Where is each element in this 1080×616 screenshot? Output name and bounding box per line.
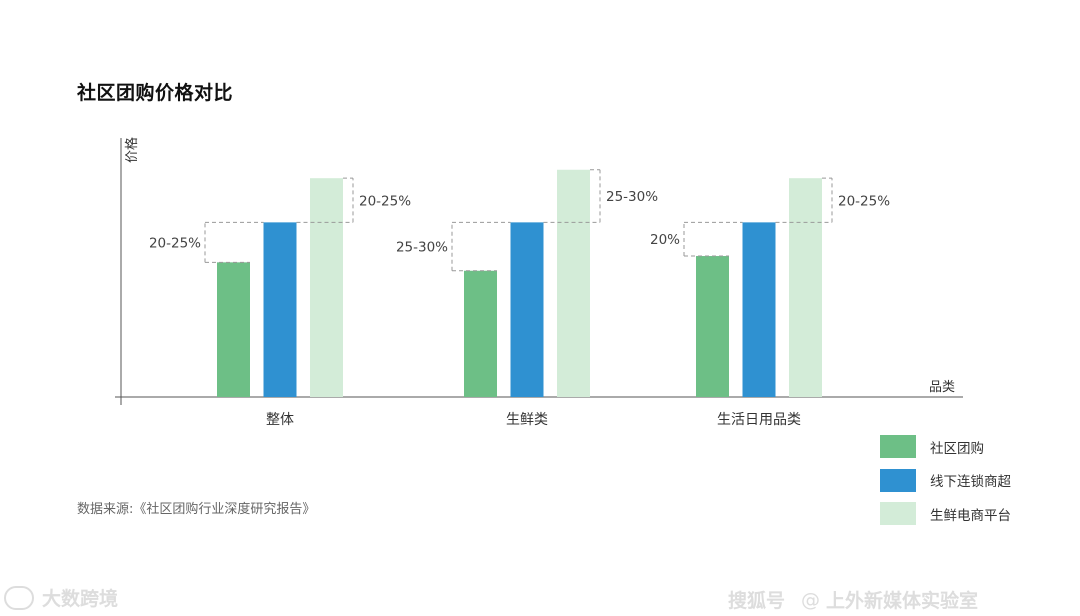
legend-item-0: 社区团购 [880,430,1011,464]
watermark-right: 搜狐号 @ 上外新媒体实验室 [728,586,978,613]
bracket-low-label-2: 20% [650,232,680,248]
legend-swatch-1 [880,468,916,492]
legend-label-2: 生鲜电商平台 [930,507,1011,524]
x-tick-label-2: 生活日用品类 [717,412,801,428]
legend-item-1: 线下连锁商超 [880,464,1011,498]
legend-label-0: 社区团购 [930,440,984,457]
watermark-left: 大数跨境 [4,584,118,611]
legend-swatch-0 [880,435,916,459]
legend: 社区团购线下连锁商超 生鲜电商平台 [880,430,1011,531]
bar-2-1 [742,222,776,397]
legend-swatch-2 [880,502,916,526]
bars [217,169,822,397]
bar-0-1 [263,222,297,397]
chart-title: 社区团购价格对比 [77,82,234,104]
legend-label-1: 线下连锁商超 [930,474,1011,491]
watermark-left-text: 大数跨境 [42,588,119,610]
x-axis-label: 品类 [929,380,955,395]
data-source: 数据来源:《社区团购行业深度研究报告》 [77,502,316,517]
bracket-high-label-1: 25-30% [606,189,658,205]
y-axis-label: 价格 [124,137,140,163]
x-tick-label-0: 整体 [266,412,294,428]
bar-0-2 [310,178,343,397]
watermark-at: @ [801,588,821,611]
legend-item-2: 生鲜电商平台 [880,497,1011,531]
bar-2-2 [789,178,822,397]
bar-1-0 [464,270,497,397]
brackets [204,169,833,272]
x-tick-label-1: 生鲜类 [506,412,548,428]
bar-1-2 [557,169,590,397]
bracket-high-label-2: 20-25% [838,193,890,209]
bar-1-1 [510,222,544,397]
watermark-brand: 搜狐号 [728,590,786,612]
bracket-high-label-0: 20-25% [359,193,411,209]
bar-2-0 [696,256,729,397]
bracket-low-label-1: 25-30% [396,240,448,256]
watermark-account: 上外新媒体实验室 [826,590,979,612]
bar-0-0 [217,262,250,397]
watermark-logo-icon [4,585,34,610]
bracket-low-label-0: 20-25% [149,235,201,251]
